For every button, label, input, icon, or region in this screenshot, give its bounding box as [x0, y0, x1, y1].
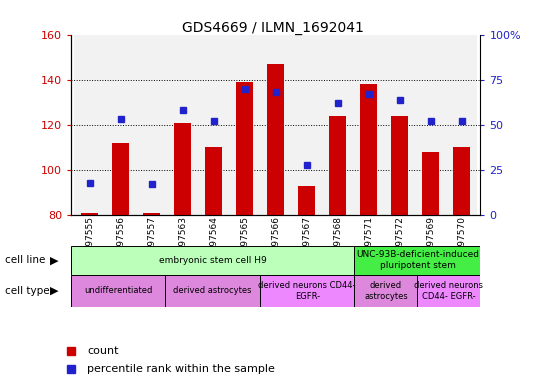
- Bar: [74, 35, 105, 215]
- Bar: [236, 82, 253, 215]
- Text: UNC-93B-deficient-induced
pluripotent stem: UNC-93B-deficient-induced pluripotent st…: [356, 250, 479, 270]
- Bar: [447, 35, 477, 215]
- Bar: [416, 35, 447, 215]
- Bar: [384, 35, 416, 215]
- Text: cell line: cell line: [5, 255, 46, 265]
- Bar: [136, 35, 167, 215]
- Bar: [422, 152, 440, 215]
- Bar: [391, 116, 408, 215]
- Bar: [418, 275, 480, 307]
- Bar: [71, 275, 165, 307]
- Bar: [329, 116, 346, 215]
- Bar: [291, 35, 322, 215]
- Bar: [205, 147, 222, 215]
- Bar: [81, 213, 98, 215]
- Text: cell type: cell type: [5, 286, 50, 296]
- Bar: [174, 122, 191, 215]
- Text: percentile rank within the sample: percentile rank within the sample: [87, 364, 275, 374]
- Bar: [260, 35, 291, 215]
- Text: ▶: ▶: [50, 255, 59, 265]
- Bar: [71, 246, 354, 275]
- Bar: [167, 35, 198, 215]
- Bar: [198, 35, 229, 215]
- Bar: [260, 275, 354, 307]
- Bar: [105, 35, 136, 215]
- Bar: [165, 275, 260, 307]
- Text: GDS4669 / ILMN_1692041: GDS4669 / ILMN_1692041: [182, 21, 364, 35]
- Bar: [112, 143, 129, 215]
- Text: derived neurons
CD44- EGFR-: derived neurons CD44- EGFR-: [414, 281, 483, 301]
- Text: count: count: [87, 346, 119, 356]
- Bar: [229, 35, 260, 215]
- Bar: [322, 35, 353, 215]
- Bar: [298, 186, 315, 215]
- Bar: [354, 275, 418, 307]
- Bar: [353, 35, 384, 215]
- Text: derived astrocytes: derived astrocytes: [174, 286, 252, 295]
- Text: embryonic stem cell H9: embryonic stem cell H9: [159, 256, 266, 265]
- Text: derived
astrocytes: derived astrocytes: [364, 281, 408, 301]
- Bar: [453, 147, 471, 215]
- Text: ▶: ▶: [50, 286, 59, 296]
- Bar: [354, 246, 480, 275]
- Text: derived neurons CD44-
EGFR-: derived neurons CD44- EGFR-: [258, 281, 356, 301]
- Bar: [267, 64, 284, 215]
- Bar: [143, 213, 160, 215]
- Text: undifferentiated: undifferentiated: [84, 286, 152, 295]
- Bar: [360, 84, 377, 215]
